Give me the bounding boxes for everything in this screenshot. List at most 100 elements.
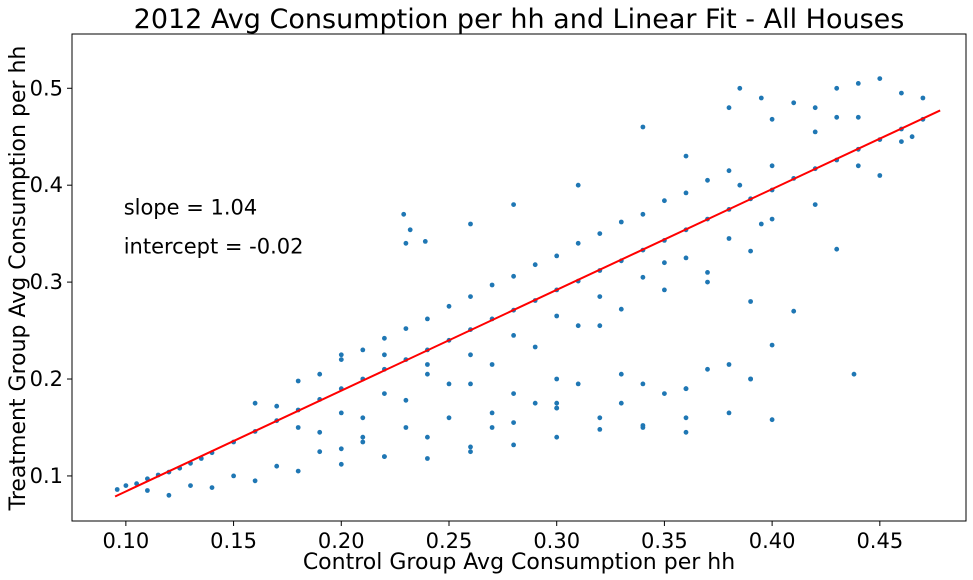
x-tick-label: 0.40 [749, 529, 796, 553]
scatter-point [683, 429, 689, 435]
scatter-point [554, 400, 560, 406]
scatter-point [338, 461, 344, 467]
scatter-point [511, 442, 516, 448]
scatter-point [812, 129, 818, 135]
scatter-point [597, 415, 603, 421]
scatter-point [403, 240, 409, 246]
scatter-point [360, 439, 366, 445]
scatter-point [425, 371, 430, 377]
scatter-point [295, 468, 301, 474]
scatter-point [575, 323, 581, 329]
scatter-point [511, 333, 516, 338]
linear-fit-line [114, 109, 941, 498]
scatter-point [834, 114, 840, 120]
scatter-point [618, 306, 624, 312]
scatter-point [855, 114, 861, 120]
scatter-point [640, 274, 646, 280]
scatter-point [422, 239, 428, 244]
scatter-point [511, 391, 516, 396]
annotation-intercept: intercept = -0.02 [124, 234, 304, 258]
scatter-point [726, 236, 732, 241]
scatter-point [382, 352, 387, 358]
scatter-point [446, 303, 452, 309]
scatter-point [382, 335, 387, 341]
scatter-point [748, 376, 753, 382]
scatter-point [834, 85, 840, 91]
scatter-point [382, 391, 387, 396]
scatter-point [425, 434, 430, 440]
y-tick-label: 0.5 [30, 76, 63, 100]
scatter-point [554, 253, 560, 259]
scatter-point [188, 483, 193, 488]
scatter-point [489, 425, 495, 430]
scatter-point [252, 400, 258, 406]
scatter-point [618, 400, 624, 406]
scatter-point [899, 90, 904, 96]
scatter-point [575, 381, 581, 387]
scatter-point [489, 282, 495, 288]
x-axis-ticks: 0.10 0.15 0.20 0.25 0.30 0.35 0.40 0.45 [102, 521, 903, 553]
scatter-point [338, 446, 344, 452]
scatter-point [791, 308, 797, 314]
y-tick-label: 0.1 [30, 464, 63, 488]
scatter-point [575, 240, 581, 246]
scatter-point [403, 397, 409, 403]
scatter-point [338, 410, 344, 416]
scatter-point [683, 415, 689, 421]
scatter-point [532, 344, 538, 350]
scatter-point [597, 323, 603, 329]
scatter-point [726, 362, 732, 367]
annotation-slope: slope = 1.04 [124, 196, 258, 220]
y-tick-label: 0.2 [30, 367, 63, 391]
chart-title: 2012 Avg Consumption per hh and Linear F… [134, 4, 905, 35]
scatter-point [231, 473, 237, 479]
scatter-point [468, 352, 473, 358]
scatter-point [489, 410, 495, 416]
scatter-point [748, 248, 753, 254]
scatter-point [737, 85, 743, 91]
y-tick-label: 0.3 [30, 270, 63, 294]
scatter-point [597, 427, 603, 432]
scatter-point [575, 182, 581, 188]
scatter-point [382, 454, 387, 459]
scatter-point [295, 425, 301, 430]
y-axis-label: Treatment Group Avg Consumption per hh [6, 46, 31, 512]
x-tick-label: 0.20 [318, 529, 365, 553]
scatter-point [705, 270, 710, 275]
scatter-point [769, 417, 775, 423]
scatter-point [166, 492, 172, 498]
scatter-point [554, 434, 560, 440]
scatter-point [209, 485, 215, 490]
scatter-point [726, 105, 732, 111]
scatter-point [468, 381, 473, 387]
scatter-point [317, 371, 323, 377]
scatter-point [769, 216, 775, 222]
scatter-point [640, 425, 646, 430]
x-tick-label: 0.35 [641, 529, 688, 553]
scatter-point [554, 405, 560, 411]
scatter-point [662, 391, 667, 396]
scatter-point [851, 371, 857, 377]
scatter-point [769, 163, 775, 169]
scatter-point [920, 95, 926, 101]
scatter-point [877, 76, 883, 81]
scatter-point [769, 116, 775, 122]
x-tick-label: 0.25 [426, 529, 473, 553]
scatter-point [705, 177, 710, 183]
x-axis-label: Control Group Avg Consumption per hh [303, 550, 735, 575]
x-tick-label: 0.30 [533, 529, 580, 553]
scatter-point [489, 362, 495, 367]
scatter-point [683, 255, 689, 261]
scatter-point [360, 347, 366, 353]
scatter-point [834, 246, 840, 252]
scatter-point [726, 168, 732, 174]
scatter-point [683, 153, 689, 159]
scatter-point [338, 352, 344, 358]
scatter-point [705, 279, 710, 285]
scatter-point [446, 381, 452, 387]
scatter-point [403, 326, 409, 331]
scatter-point [295, 378, 301, 384]
scatter-point [662, 198, 667, 204]
scatter-point [791, 100, 797, 106]
